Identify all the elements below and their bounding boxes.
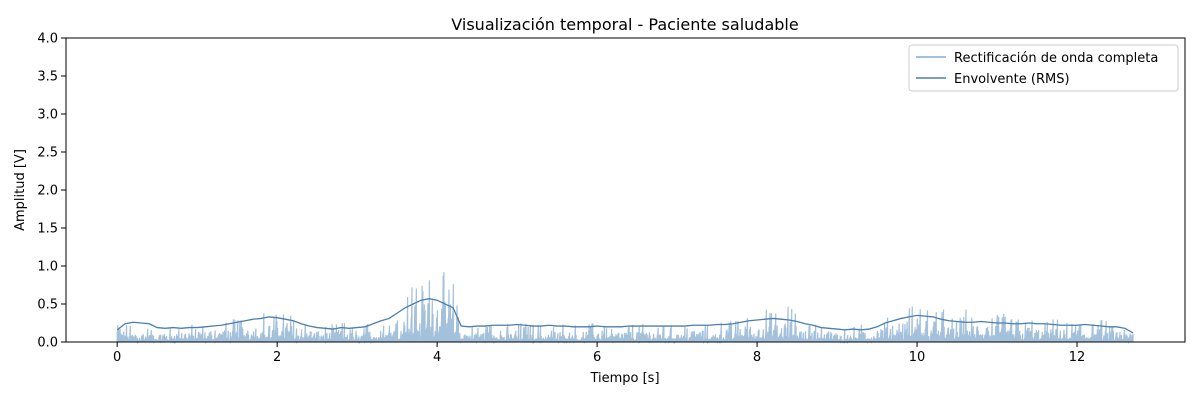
y-tick-label: 3.5 (37, 70, 58, 85)
rms-envelope-series (116, 298, 1134, 334)
y-tick-label: 4.0 (37, 32, 58, 47)
x-tick-label: 6 (593, 350, 601, 365)
y-tick-label: 3.0 (37, 108, 58, 123)
y-axis-label: Amplitud [V] (13, 149, 28, 231)
legend: Rectificación de onda completa Envolvent… (908, 44, 1179, 92)
y-tick-label: 2.5 (37, 146, 58, 161)
x-tick-label: 0 (113, 350, 121, 365)
y-tick-label: 1.0 (37, 260, 58, 275)
y-tick-label: 0.5 (37, 298, 58, 313)
x-tick-label: 10 (909, 350, 926, 365)
y-tick-label: 2.0 (37, 184, 58, 199)
y-axis: 0.0 0.5 1.0 1.5 2.0 2.5 3.0 3.5 4.0 (37, 32, 66, 351)
legend-raw-label: Rectificación de onda completa (954, 51, 1158, 66)
x-tick-label: 2 (273, 350, 281, 365)
x-tick-label: 12 (1069, 350, 1086, 365)
y-tick-label: 0.0 (37, 336, 58, 351)
x-tick-label: 4 (433, 350, 441, 365)
legend-box (908, 44, 1179, 92)
x-axis-label: Tiempo [s] (589, 371, 659, 386)
rms-envelope-line (116, 298, 1134, 334)
x-axis: 0 2 4 6 8 10 12 (113, 342, 1085, 365)
legend-rms-label: Envolvente (RMS) (954, 72, 1070, 87)
y-tick-label: 1.5 (37, 222, 58, 237)
chart-title: Visualización temporal - Paciente saluda… (451, 15, 798, 34)
x-tick-label: 8 (753, 350, 761, 365)
